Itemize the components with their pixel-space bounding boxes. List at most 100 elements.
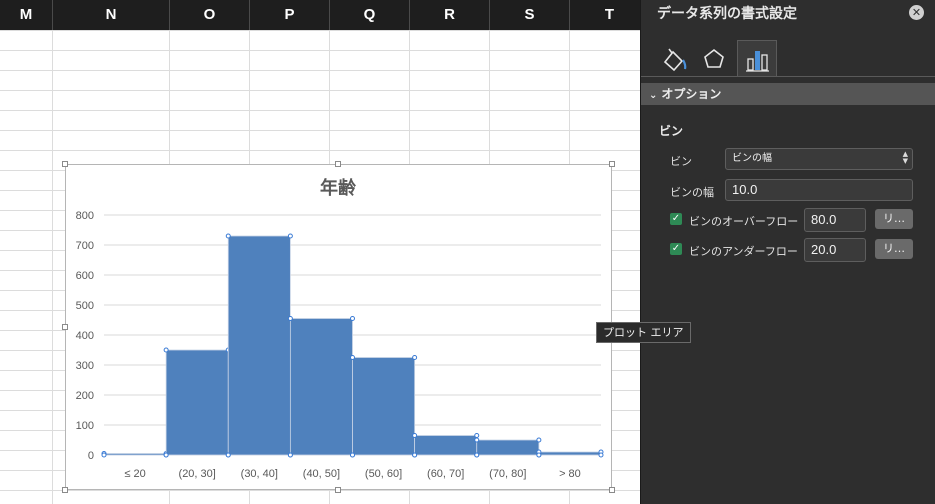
bin-width-input[interactable]: 10.0 xyxy=(725,179,913,201)
chart-title: 年齢 xyxy=(320,177,357,199)
overflow-checkbox[interactable]: ✓ xyxy=(670,213,682,225)
bar-selection-point xyxy=(287,452,293,458)
series-options-chart-icon xyxy=(746,51,769,72)
chart-canvas: 年齢 0 100 200 300 400 500 600 700 800 ≤ 20 (20, 30] (… xyxy=(76,177,604,480)
resize-handle-top[interactable] xyxy=(335,161,341,167)
grid-row-line xyxy=(0,150,640,151)
column-header-r[interactable]: R xyxy=(410,0,490,30)
x-category-label: ≤ 20 xyxy=(124,468,145,480)
column-header-s[interactable]: S xyxy=(490,0,570,30)
tab-effects[interactable] xyxy=(695,40,735,76)
tab-divider xyxy=(641,76,935,77)
y-tick-label: 500 xyxy=(76,300,94,312)
underflow-input[interactable]: 20.0 xyxy=(804,238,866,262)
y-tick-label: 600 xyxy=(76,270,94,282)
bar-selection-point xyxy=(598,452,604,458)
y-tick-label: 700 xyxy=(76,240,94,252)
select-arrows-icon: ▲ ▼ xyxy=(902,150,908,165)
histogram-bar xyxy=(227,235,291,456)
bar-selection-point xyxy=(536,452,542,458)
histogram-bar xyxy=(103,453,167,456)
histogram-bar xyxy=(289,318,353,456)
resize-handle-top-right[interactable] xyxy=(609,161,615,167)
close-icon[interactable]: ✕ xyxy=(909,5,924,20)
bar-selection-point xyxy=(350,355,355,360)
column-header-q[interactable]: Q xyxy=(330,0,410,30)
grid-row-line xyxy=(0,50,640,51)
overflow-input[interactable]: 80.0 xyxy=(804,208,866,232)
histogram-bar xyxy=(414,435,478,456)
bin-heading: ビン xyxy=(659,124,684,138)
pane-title: データ系列の書式設定 xyxy=(657,6,797,22)
x-category-label: (50, 60] xyxy=(365,468,402,480)
overflow-reset-button[interactable]: リ… xyxy=(875,209,913,229)
grid-row-line xyxy=(0,30,640,31)
format-data-series-pane: データ系列の書式設定 ✕ ⌄ オプション ビン ビン ビンの幅 ▲ ▼ ビンの幅 1… xyxy=(640,0,935,504)
grid-row-line xyxy=(0,490,640,491)
x-category-label: (20, 30] xyxy=(179,468,216,480)
bar-selection-point xyxy=(412,355,418,360)
column-header-bar: M N O P Q R S T xyxy=(0,0,640,30)
grid-row-line xyxy=(0,130,640,131)
bar-selection-point xyxy=(101,452,107,458)
histogram-bar xyxy=(165,349,229,456)
bar-selection-point xyxy=(536,437,542,443)
fill-line-icon xyxy=(663,48,687,72)
bar-selection-point xyxy=(350,316,355,321)
section-options-header[interactable]: ⌄ オプション xyxy=(641,83,935,105)
bar-selection-point xyxy=(474,437,480,443)
x-category-label: (30, 40] xyxy=(241,468,278,480)
bin-label: ビン xyxy=(670,155,692,168)
column-header-o[interactable]: O xyxy=(170,0,250,30)
y-tick-label: 300 xyxy=(76,360,94,372)
x-category-label: (60, 70] xyxy=(427,468,464,480)
bar-selection-point xyxy=(163,452,169,458)
section-options-label: オプション xyxy=(661,87,722,101)
underflow-label: ビンのアンダーフロー xyxy=(689,245,798,258)
tab-series-options[interactable] xyxy=(737,40,777,76)
grid-row-line xyxy=(0,110,640,111)
bar-selection-point xyxy=(412,452,418,458)
spreadsheet-area[interactable]: M N O P Q R S T 年齢 0 100 200 300 400 500 600 700… xyxy=(0,0,640,504)
x-category-label: (40, 50] xyxy=(303,468,340,480)
bar-selection-point xyxy=(412,433,418,438)
resize-handle-bottom-left[interactable] xyxy=(62,487,68,493)
bin-type-value: ビンの幅 xyxy=(732,153,772,164)
histogram-bar xyxy=(476,439,540,456)
column-header-n[interactable]: N xyxy=(53,0,170,30)
plot-area-tooltip: プロット エリア xyxy=(596,322,691,343)
column-header-t[interactable]: T xyxy=(570,0,640,30)
bar-selection-point xyxy=(225,452,231,458)
bin-type-select[interactable]: ビンの幅 ▲ ▼ xyxy=(725,148,913,170)
grid-row-line xyxy=(0,70,640,71)
tab-fill-line[interactable] xyxy=(655,40,695,76)
y-tick-label: 200 xyxy=(76,390,94,402)
grid-column-line xyxy=(52,30,53,504)
x-category-label: (70, 80] xyxy=(489,468,526,480)
bar-selection-point xyxy=(225,233,231,239)
underflow-reset-button[interactable]: リ… xyxy=(875,239,913,259)
histogram-bar xyxy=(538,451,602,456)
resize-handle-bottom-right[interactable] xyxy=(609,487,615,493)
bar-selection-point xyxy=(350,452,355,458)
x-category-label: > 80 xyxy=(559,468,581,480)
underflow-checkbox[interactable]: ✓ xyxy=(670,243,682,255)
resize-handle-bottom[interactable] xyxy=(335,487,341,493)
overflow-label: ビンのオーバーフロー xyxy=(689,215,799,228)
y-tick-label: 400 xyxy=(76,330,94,342)
resize-handle-top-left[interactable] xyxy=(62,161,68,167)
bar-selection-point xyxy=(163,347,169,353)
chevron-down-icon: ⌄ xyxy=(649,90,658,101)
bar-selection-point xyxy=(287,316,293,321)
column-header-m[interactable]: M xyxy=(0,0,53,30)
resize-handle-left[interactable] xyxy=(62,324,68,330)
y-tick-label: 0 xyxy=(88,450,94,462)
column-header-p[interactable]: P xyxy=(250,0,330,30)
bar-selection-point xyxy=(474,452,480,458)
bar-selection-point xyxy=(287,233,293,239)
effects-pentagon-icon xyxy=(704,48,724,68)
histogram-chart[interactable]: 年齢 0 100 200 300 400 500 600 700 800 ≤ 20 (20, 30] (… xyxy=(65,164,612,490)
bin-width-label: ビンの幅 xyxy=(670,186,714,199)
grid-row-line xyxy=(0,90,640,91)
histogram-bar xyxy=(352,357,416,456)
